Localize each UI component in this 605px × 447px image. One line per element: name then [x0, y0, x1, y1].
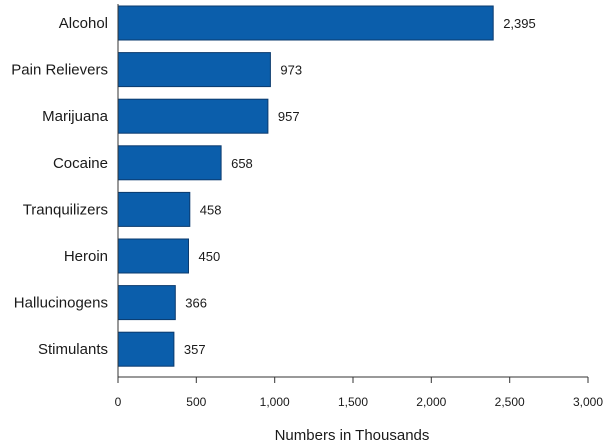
x-tick-label: 500 [186, 395, 206, 409]
category-label-alcohol: Alcohol [59, 15, 108, 32]
category-label-cocaine: Cocaine [53, 155, 108, 172]
x-tick-label: 1,000 [260, 395, 290, 409]
x-tick-label: 0 [115, 395, 122, 409]
value-label-stimulants: 357 [184, 342, 206, 357]
category-label-pain-relievers: Pain Relievers [11, 62, 108, 79]
value-label-heroin: 450 [199, 249, 221, 264]
value-label-tranquilizers: 458 [200, 202, 222, 217]
value-label-alcohol: 2,395 [503, 16, 536, 31]
bar-heroin [117, 238, 189, 274]
category-label-stimulants: Stimulants [38, 341, 108, 358]
x-tick-label: 2,500 [495, 395, 525, 409]
value-label-cocaine: 658 [231, 156, 253, 171]
bar-hallucinogens [117, 285, 176, 321]
category-label-hallucinogens: Hallucinogens [14, 295, 108, 312]
bar-cocaine [117, 145, 222, 181]
category-label-marijuana: Marijuana [42, 108, 109, 125]
category-labels-layer: Alcohol Pain Relievers Marijuana Cocaine Tra… [11, 15, 108, 358]
bar-marijuana [117, 98, 269, 134]
x-tick-label: 2,000 [416, 395, 446, 409]
bars-layer [117, 5, 494, 367]
bar-tranquilizers [117, 191, 191, 227]
category-label-tranquilizers: Tranquilizers [23, 201, 108, 218]
value-label-hallucinogens: 366 [185, 296, 207, 311]
x-axis-title: Numbers in Thousands [275, 427, 430, 444]
value-label-marijuana: 957 [278, 109, 300, 124]
category-label-heroin: Heroin [64, 248, 108, 265]
x-tick-label: 1,500 [338, 395, 368, 409]
bar-alcohol [117, 5, 494, 41]
value-label-pain-relievers: 973 [280, 63, 302, 78]
value-labels-layer: 2,395 973 957 658 458 450 366 357 [184, 16, 536, 357]
bar-stimulants [117, 331, 175, 367]
x-tick-label: 3,000 [573, 395, 603, 409]
bar-pain-relievers [117, 52, 271, 88]
x-axis: 0 500 1,000 1,500 2,000 2,500 3,000 [115, 4, 603, 409]
